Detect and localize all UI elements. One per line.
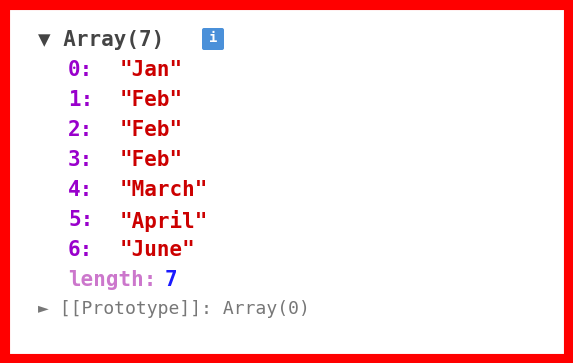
- Text: 3:: 3:: [68, 150, 93, 170]
- Text: "Jan": "Jan": [120, 60, 183, 80]
- Text: "Feb": "Feb": [120, 150, 183, 170]
- Text: 4:: 4:: [68, 180, 93, 200]
- Text: ► [[Prototype]]: Array(0): ► [[Prototype]]: Array(0): [38, 300, 310, 318]
- Text: 5:: 5:: [68, 210, 93, 230]
- FancyBboxPatch shape: [202, 28, 224, 50]
- Text: length:: length:: [68, 270, 156, 290]
- Text: "April": "April": [120, 210, 209, 232]
- Text: "March": "March": [120, 180, 209, 200]
- Text: 2:: 2:: [68, 120, 93, 140]
- Text: i: i: [209, 31, 217, 45]
- Text: "Feb": "Feb": [120, 90, 183, 110]
- Text: ▼ Array(7): ▼ Array(7): [38, 30, 164, 50]
- Text: 7: 7: [165, 270, 178, 290]
- Text: 6:: 6:: [68, 240, 93, 260]
- Text: "June": "June": [120, 240, 196, 260]
- Text: "Feb": "Feb": [120, 120, 183, 140]
- Text: 0:: 0:: [68, 60, 93, 80]
- Text: 1:: 1:: [68, 90, 93, 110]
